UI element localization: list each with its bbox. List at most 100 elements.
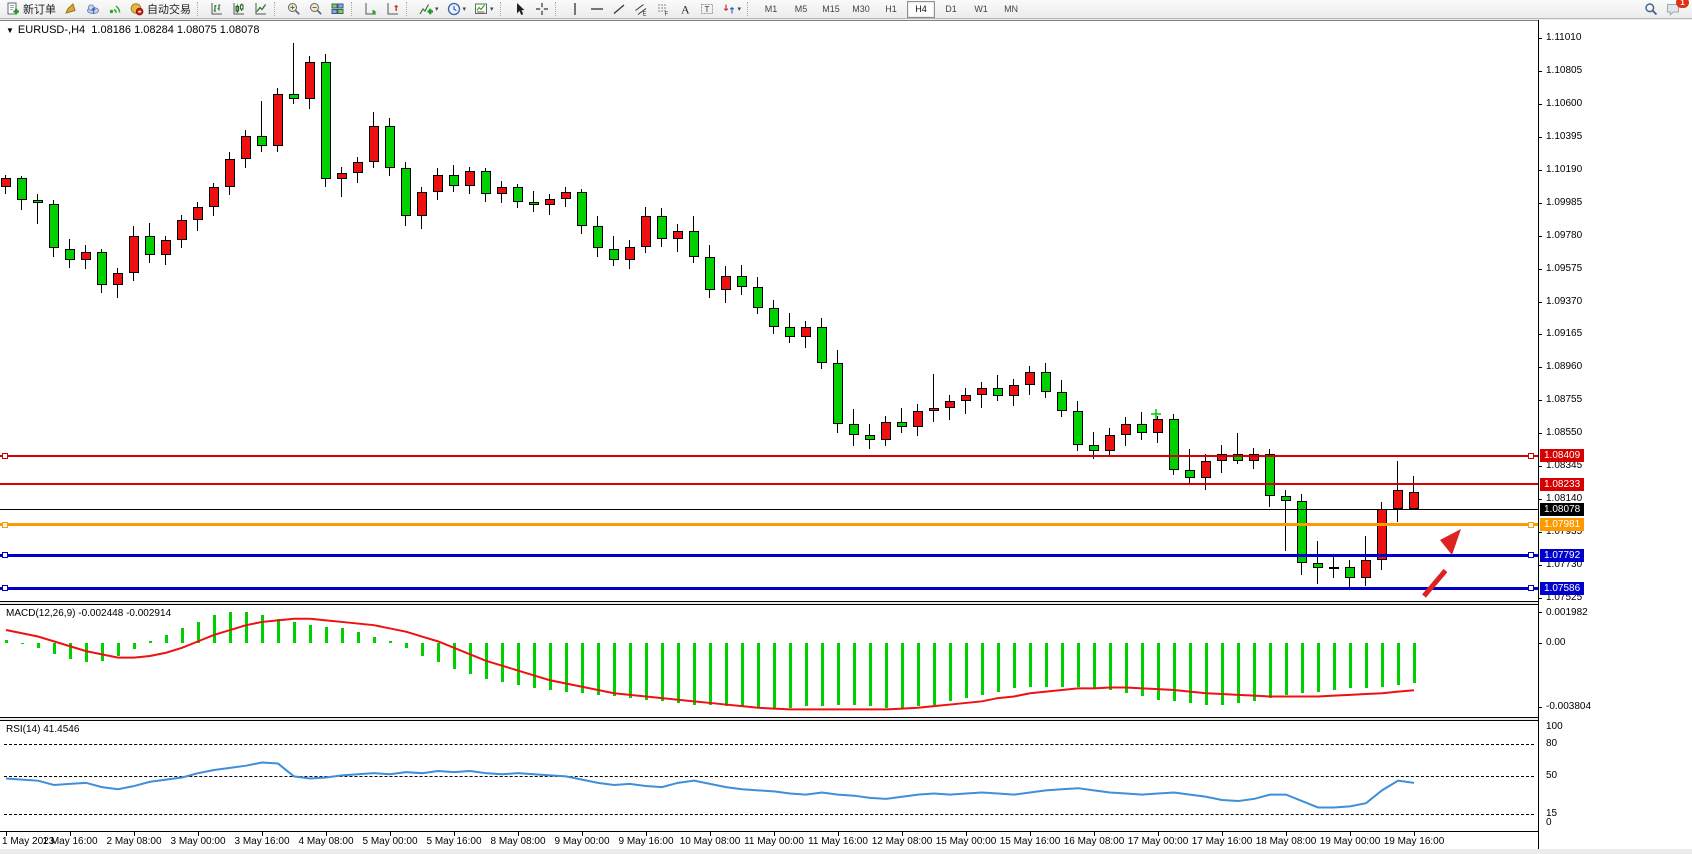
tile-windows-button[interactable] (327, 0, 349, 19)
macd-histogram-bar (453, 643, 456, 669)
macd-histogram-bar (277, 618, 280, 643)
sound-button[interactable] (60, 0, 82, 19)
timeframe-mn-button[interactable]: MN (1004, 4, 1019, 14)
macd-histogram-bar (1061, 643, 1064, 687)
horizontal-level-line[interactable] (0, 586, 1538, 590)
price-axis-label: 1.10600 (1546, 97, 1583, 109)
price-axis[interactable] (1538, 20, 1692, 849)
timeframe-m30-button[interactable]: M30 (852, 4, 870, 14)
macd-histogram-bar (821, 643, 824, 707)
chevron-down-icon[interactable]: ▼ (6, 26, 14, 35)
indicators-icon (419, 2, 433, 16)
signals-button[interactable] (104, 0, 126, 19)
candle (625, 246, 635, 260)
macd-histogram-bar (1365, 643, 1368, 689)
line-handle[interactable] (2, 585, 8, 592)
horizontal-level-line[interactable] (0, 454, 1538, 457)
line-handle[interactable] (1528, 552, 1534, 559)
new-order-button[interactable]: 新订单 (2, 0, 60, 19)
macd-histogram-bar (1333, 643, 1336, 690)
horizontal-level-line[interactable] (0, 508, 1538, 510)
candle (929, 407, 939, 411)
chart-shift-button[interactable] (382, 0, 404, 19)
line-handle[interactable] (2, 552, 8, 559)
text-label-button[interactable]: T (696, 0, 718, 19)
macd-histogram-bar (869, 643, 872, 707)
line-chart-mode-button[interactable] (250, 0, 272, 19)
time-axis[interactable] (0, 832, 1538, 849)
price-axis-label: 1.08550 (1546, 427, 1583, 439)
search-button[interactable] (1640, 0, 1662, 19)
candle-chart-mode-button[interactable] (228, 0, 250, 19)
horizontal-level-line[interactable] (0, 523, 1538, 527)
periods-button[interactable]: ▾ (443, 0, 471, 19)
macd-histogram-bar (1381, 643, 1384, 687)
zoom-in-icon (287, 2, 301, 16)
chevron-down-icon[interactable]: ▾ (462, 6, 467, 13)
new-order-icon (6, 2, 20, 16)
timeframe-m5-button[interactable]: M5 (794, 4, 808, 14)
timeframe-h4-button[interactable]: H4 (907, 0, 936, 18)
vertical-line-button[interactable] (564, 0, 586, 19)
candle (1105, 434, 1115, 451)
zoom-out-button[interactable] (305, 0, 327, 19)
candle (465, 171, 475, 186)
time-axis-tick (582, 832, 583, 836)
templates-button[interactable]: ▾ (470, 0, 498, 19)
timeframe-m15-button[interactable]: M15 (822, 4, 840, 14)
time-axis-label: 15 May 00:00 (935, 836, 997, 847)
candle (769, 307, 779, 328)
time-axis-label: 19 May 16:00 (1383, 836, 1445, 847)
tile-windows-icon (331, 2, 345, 16)
line-handle[interactable] (1528, 521, 1534, 528)
time-axis-label: 9 May 16:00 (618, 836, 674, 847)
chevron-down-icon[interactable]: ▾ (435, 6, 439, 13)
horizontal-line-button[interactable] (586, 0, 608, 19)
cursor-button[interactable] (509, 0, 531, 19)
macd-histogram-bar (437, 643, 440, 663)
crosshair-button[interactable] (531, 0, 553, 19)
svg-text:T: T (704, 5, 709, 14)
candle-wick (293, 42, 294, 104)
candle (545, 198, 555, 206)
fibonacci-button[interactable]: F (652, 0, 674, 19)
auto-trading-button[interactable]: 自动交易 (126, 0, 195, 19)
bar-chart-mode-button[interactable] (206, 0, 228, 19)
publish-button[interactable] (82, 0, 104, 19)
macd-histogram-bar (1141, 643, 1144, 697)
time-axis-tick (518, 832, 519, 836)
macd-histogram-bar (1173, 643, 1176, 702)
text-label-icon: T (700, 2, 714, 16)
candle (1233, 454, 1243, 461)
line-handle[interactable] (2, 521, 8, 528)
candle (209, 187, 219, 207)
timeframe-w1-button[interactable]: W1 (974, 4, 988, 14)
zoom-in-button[interactable] (283, 0, 305, 19)
timeframe-m1-button[interactable]: M1 (764, 4, 778, 14)
candle (1025, 372, 1035, 386)
timeframe-d1-button[interactable]: D1 (945, 4, 957, 14)
candle (993, 388, 1003, 397)
line-handle[interactable] (1528, 452, 1534, 459)
macd-histogram-bar (933, 643, 936, 705)
notifications-button[interactable]: 1 (1662, 0, 1689, 19)
line-handle[interactable] (2, 452, 8, 459)
macd-histogram-bar (357, 631, 360, 643)
horizontal-level-line[interactable] (0, 483, 1538, 486)
candle (1137, 423, 1147, 434)
timeframe-h1-button[interactable]: H1 (885, 4, 897, 14)
price-axis-tick (1538, 301, 1542, 303)
equidistant-channel-button[interactable]: E (630, 0, 652, 19)
auto-scroll-button[interactable] (360, 0, 382, 19)
text-button[interactable]: A (674, 0, 696, 19)
candle (65, 248, 75, 260)
arrows-button[interactable]: ▾ (718, 0, 746, 19)
indicators-button[interactable]: ▾ (415, 0, 443, 19)
trendline-button[interactable] (608, 0, 630, 19)
candle (945, 401, 955, 408)
candle (1201, 460, 1211, 479)
horizontal-level-line[interactable] (0, 553, 1538, 557)
chevron-down-icon[interactable]: ▾ (737, 6, 742, 13)
line-handle[interactable] (1528, 585, 1534, 592)
chevron-down-icon[interactable]: ▾ (490, 6, 494, 13)
